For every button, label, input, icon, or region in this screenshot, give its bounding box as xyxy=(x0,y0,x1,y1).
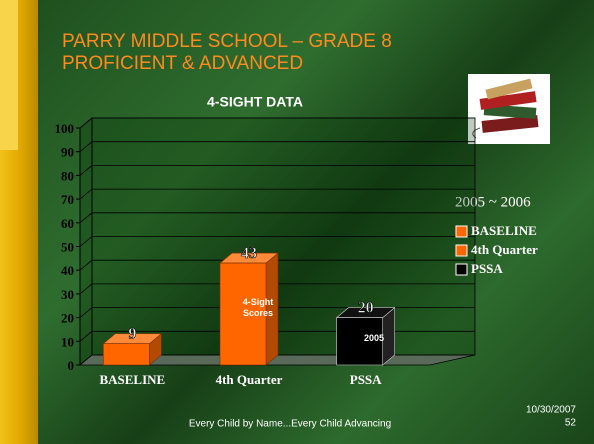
slide: PARRY MIDDLE SCHOOL – GRADE 8 PROFICIENT… xyxy=(0,0,594,444)
y-tick-label: 60 xyxy=(61,216,74,231)
chart-title: 4-SIGHT DATA xyxy=(207,94,303,110)
y-tick-label: 10 xyxy=(61,334,74,349)
footer: Every Child by Name...Every Child Advanc… xyxy=(189,419,391,430)
y-tick-label: 30 xyxy=(61,287,74,302)
y-tick-label: 100 xyxy=(55,121,75,136)
slide-title-line: PROFICIENT & ADVANCED xyxy=(62,53,303,74)
y-tick-label: 20 xyxy=(61,311,74,326)
y-tick-label: 80 xyxy=(61,168,74,183)
data-label: 20 xyxy=(358,299,374,316)
slide-title-line: PARRY MIDDLE SCHOOL – GRADE 8 xyxy=(62,31,392,52)
x-tick-label: PSSA xyxy=(350,372,382,387)
data-label: 43 xyxy=(241,245,257,262)
bar xyxy=(103,344,149,365)
y-tick-label: 0 xyxy=(68,358,75,373)
x-tick-label: 4th Quarter xyxy=(216,372,283,387)
annotation: 2005 xyxy=(352,333,396,344)
legend-label: BASELINE xyxy=(471,223,537,238)
legend-label: 4th Quarter xyxy=(471,242,538,257)
annotation: 4-Sight Scores xyxy=(236,297,280,319)
date: 10/30/2007 xyxy=(526,405,576,416)
page-number: 52 xyxy=(565,418,577,429)
y-tick-label: 40 xyxy=(61,263,74,278)
legend-swatch xyxy=(456,264,467,275)
legend-swatch xyxy=(456,226,467,237)
x-tick-label: BASELINE xyxy=(99,372,165,387)
legend-swatch xyxy=(456,245,467,256)
y-tick-label: 70 xyxy=(61,192,74,207)
y-tick-label: 90 xyxy=(61,145,74,160)
y-tick-label: 50 xyxy=(61,239,74,254)
books-icon xyxy=(468,74,550,144)
legend-label: PSSA xyxy=(471,261,503,276)
data-label: 9 xyxy=(128,325,136,342)
chart: PARRY MIDDLE SCHOOL – GRADE 8 PROFICIENT… xyxy=(0,0,594,444)
